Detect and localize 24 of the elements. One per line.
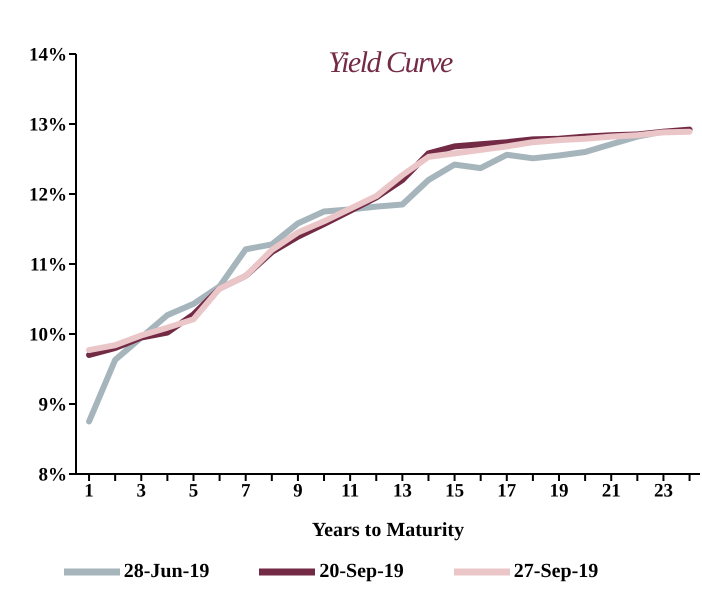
chart-title: Yield Curve xyxy=(328,46,452,79)
y-tick-label: 10% xyxy=(29,324,67,346)
legend-label: 20-Sep-19 xyxy=(319,560,404,582)
y-tick-label: 14% xyxy=(29,44,67,66)
y-tick-label: 11% xyxy=(30,254,67,276)
y-tick-label: 12% xyxy=(29,184,67,206)
x-tick-label: 21 xyxy=(602,480,621,502)
x-tick-label: 3 xyxy=(136,480,146,502)
legend-label: 28-Jun-19 xyxy=(124,560,210,582)
x-tick-label: 11 xyxy=(341,480,360,502)
x-tick-label: 9 xyxy=(293,480,303,502)
x-tick-label: 13 xyxy=(392,480,412,502)
x-axis-title: Years to Maturity xyxy=(312,519,464,541)
x-tick-label: 17 xyxy=(497,480,517,502)
x-tick-label: 23 xyxy=(654,480,673,502)
y-tick-label: 9% xyxy=(38,394,67,416)
x-tick-label: 15 xyxy=(445,480,464,502)
x-tick-label: 1 xyxy=(84,480,94,502)
y-tick-label: 8% xyxy=(38,464,67,486)
x-tick-label: 5 xyxy=(188,480,198,502)
legend-label: 27-Sep-19 xyxy=(514,560,598,582)
x-tick-label: 7 xyxy=(240,480,251,502)
y-tick-label: 13% xyxy=(29,114,67,136)
x-tick-label: 19 xyxy=(550,480,569,502)
